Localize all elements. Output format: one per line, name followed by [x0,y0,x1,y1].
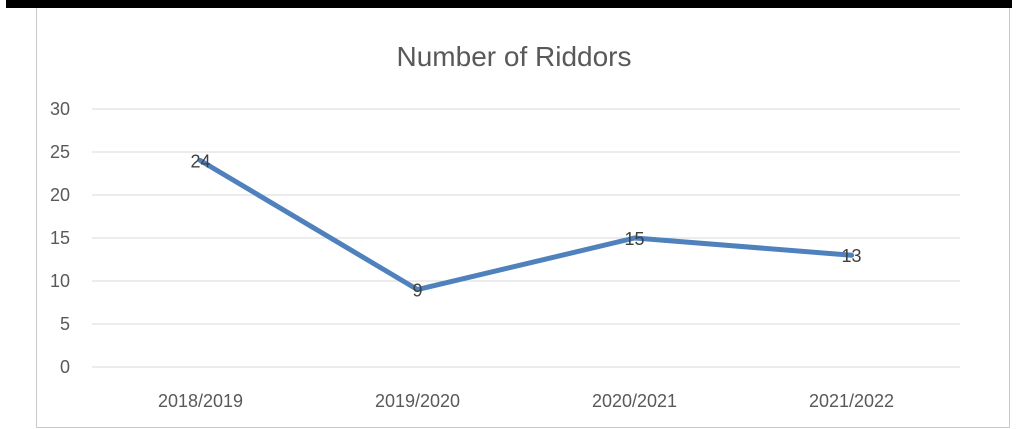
y-tick-label: 20 [50,185,70,205]
data-point [415,287,420,293]
data-point [849,252,854,258]
series-line [198,158,854,293]
y-axis-ticks: 0 5 10 15 20 25 30 [50,99,70,377]
x-tick-label: 2021/2022 [809,391,894,411]
data-point [198,158,203,164]
y-tick-label: 5 [60,314,70,334]
chart-title: Number of Riddors [397,41,632,72]
x-tick-label: 2020/2021 [592,391,677,411]
y-tick-label: 25 [50,142,70,162]
x-axis-ticks: 2018/2019 2019/2020 2020/2021 2021/2022 [158,391,894,411]
x-tick-label: 2018/2019 [158,391,243,411]
data-labels: 24 9 15 13 [190,152,861,301]
data-label: 24 [190,152,210,172]
y-tick-label: 0 [60,357,70,377]
series-lines [198,158,854,293]
data-label: 9 [412,281,422,301]
y-tick-label: 30 [50,99,70,119]
x-tick-label: 2019/2020 [375,391,460,411]
data-label: 13 [841,246,861,266]
top-border-rule [6,0,1012,8]
data-label: 15 [624,229,644,249]
chart-frame [36,8,1010,428]
y-tick-label: 10 [50,271,70,291]
y-tick-label: 15 [50,228,70,248]
gridlines [92,108,960,368]
data-point [632,235,637,241]
